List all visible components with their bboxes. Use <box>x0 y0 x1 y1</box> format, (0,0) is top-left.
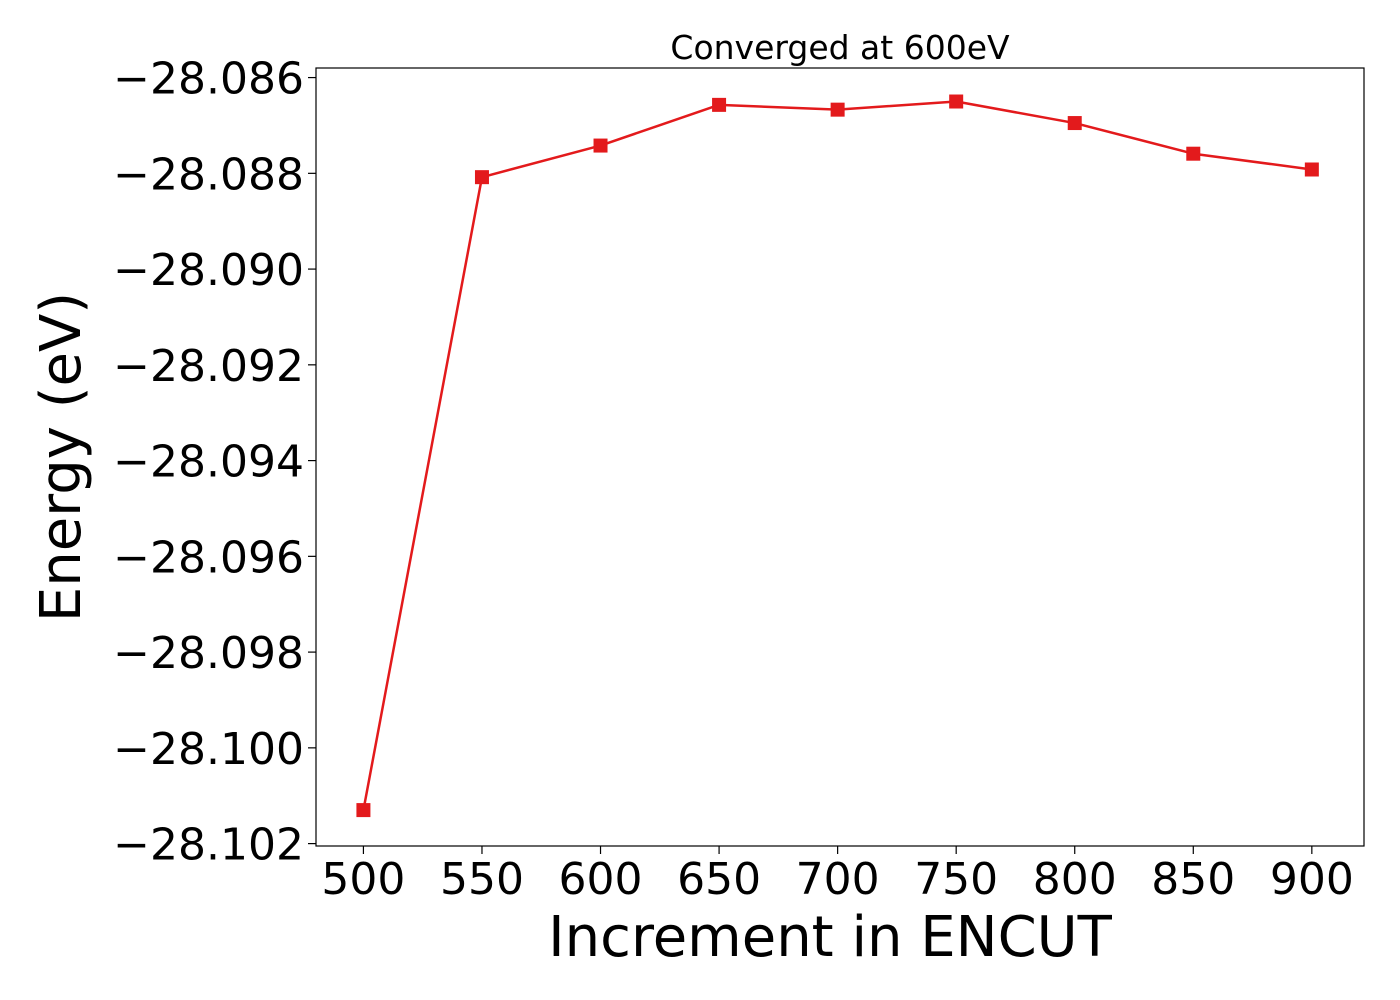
data-point-marker <box>949 94 964 109</box>
y-tick-label: −28.090 <box>113 245 304 296</box>
data-point-marker <box>1067 116 1082 131</box>
data-point-marker <box>830 102 845 117</box>
x-tick-label: 800 <box>1033 854 1117 905</box>
x-tick-label: 550 <box>440 854 524 905</box>
y-tick-label: −28.096 <box>113 532 304 583</box>
x-tick-label: 650 <box>677 854 761 905</box>
x-axis: 500 550 600 650 700 750 800 850 900 <box>321 846 1354 905</box>
x-axis-label: Increment in ENCUT <box>548 905 1113 970</box>
y-tick-label: −28.094 <box>113 437 304 488</box>
data-point-marker <box>712 97 727 112</box>
y-tick-label: −28.102 <box>113 820 304 871</box>
y-axis: −28.086 −28.088 −28.090 −28.092 −28.094 −28.0… <box>113 54 316 871</box>
x-tick-label: 600 <box>559 854 643 905</box>
y-tick-label: −28.100 <box>113 724 304 775</box>
data-point-marker <box>356 803 371 818</box>
data-point-marker <box>1304 162 1319 177</box>
y-tick-label: −28.098 <box>113 628 304 679</box>
x-tick-label: 750 <box>914 854 998 905</box>
plot-area-frame <box>315 67 1365 847</box>
chart-title: Converged at 600eV <box>670 28 1010 67</box>
series-line <box>362 100 1313 811</box>
y-tick-label: −28.088 <box>113 149 304 200</box>
x-tick-label: 850 <box>1151 854 1235 905</box>
data-point-marker <box>1186 146 1201 161</box>
data-point-marker <box>593 138 608 153</box>
data-point-marker <box>474 170 489 185</box>
x-tick-label: 500 <box>321 854 405 905</box>
x-tick-label: 700 <box>796 854 880 905</box>
y-tick-label: −28.092 <box>113 341 304 392</box>
x-tick-label: 900 <box>1270 854 1354 905</box>
series-layer <box>356 94 1319 818</box>
y-axis-label: Energy (eV) <box>29 292 94 622</box>
y-tick-label: −28.086 <box>113 54 304 105</box>
